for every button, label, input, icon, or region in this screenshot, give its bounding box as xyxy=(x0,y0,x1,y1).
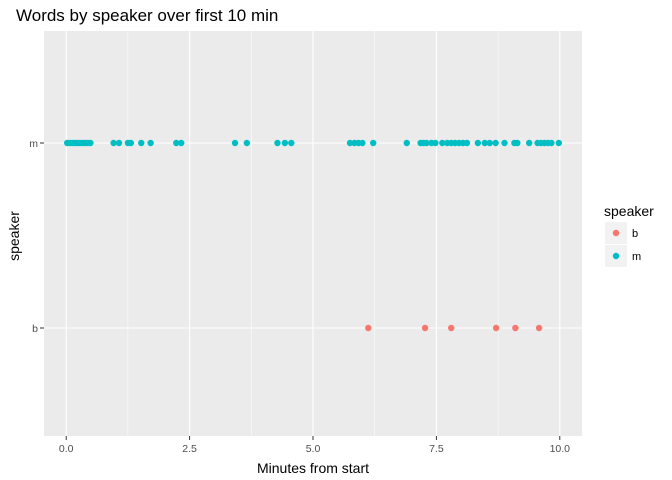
legend-title: speaker xyxy=(604,203,654,219)
legend: speaker bm xyxy=(604,203,654,267)
x-tick-label: 10.0 xyxy=(550,443,571,455)
data-point-m xyxy=(525,139,533,147)
data-point-m xyxy=(243,139,251,147)
data-point-m xyxy=(288,139,295,147)
data-point-m xyxy=(178,139,185,147)
x-tick-label: 5.0 xyxy=(306,443,321,455)
data-point-m xyxy=(281,139,289,147)
y-tick-label: m xyxy=(29,138,38,150)
data-point-m xyxy=(370,139,377,147)
x-tick-label: 2.5 xyxy=(182,443,197,455)
data-point-b xyxy=(421,324,429,332)
data-point-m xyxy=(147,139,154,147)
legend-label-b: b xyxy=(632,228,638,240)
data-point-b xyxy=(448,324,455,332)
data-point-m xyxy=(463,139,471,147)
legend-marker-m xyxy=(612,252,620,260)
x-tick-label: 7.5 xyxy=(429,443,444,455)
data-point-m xyxy=(110,139,117,147)
data-point-m xyxy=(474,139,482,147)
data-point-m xyxy=(492,139,499,147)
data-point-m xyxy=(115,139,123,147)
data-point-m xyxy=(173,139,180,147)
data-point-b xyxy=(535,324,543,332)
data-point-m xyxy=(555,139,563,147)
y-axis: bm xyxy=(29,138,44,335)
data-point-m xyxy=(514,139,521,147)
y-axis-label: speaker xyxy=(6,211,22,261)
data-point-m xyxy=(481,139,488,147)
data-point-m xyxy=(423,139,430,147)
data-point-m xyxy=(359,139,366,147)
data-point-b xyxy=(512,324,519,332)
data-point-m xyxy=(138,139,145,147)
data-point-m xyxy=(346,139,354,147)
data-point-m xyxy=(501,139,508,147)
data-points xyxy=(63,139,563,332)
data-point-m xyxy=(87,139,94,147)
data-point-m xyxy=(127,139,135,147)
data-point-m xyxy=(231,139,239,147)
x-axis-label: Minutes from start xyxy=(257,460,369,476)
data-point-m xyxy=(548,139,555,147)
x-tick-label: 0.0 xyxy=(59,443,74,455)
chart-title: Words by speaker over first 10 min xyxy=(16,6,278,25)
data-point-b xyxy=(492,324,500,332)
data-point-b xyxy=(365,324,372,332)
data-point-m xyxy=(439,139,446,147)
x-axis: 0.0 2.5 5.0 7.5 10.0 xyxy=(59,436,570,455)
data-point-m xyxy=(274,139,281,147)
legend-marker-b xyxy=(612,229,620,237)
y-tick-label: b xyxy=(32,323,38,335)
data-point-m xyxy=(432,139,439,147)
data-point-m xyxy=(403,139,410,147)
data-point-m xyxy=(486,139,493,147)
legend-label-m: m xyxy=(632,251,641,263)
